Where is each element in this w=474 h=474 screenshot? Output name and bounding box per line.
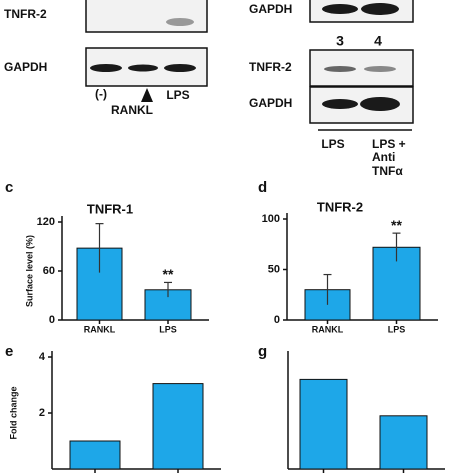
panel-letter: e [5,343,13,360]
band [164,64,196,72]
y-tick-label: 50 [268,263,280,275]
y-tick-label: 0 [274,314,280,326]
band [322,4,358,14]
y-tick-label: 120 [37,216,55,228]
panel-letter: c [5,179,13,196]
y-tick-label: 100 [262,213,280,225]
blot-label: TNFR-2 [4,7,47,21]
bar [299,378,348,470]
blot [85,0,208,33]
lane-label: Anti [372,150,395,164]
x-tick-label: LPS [159,324,177,334]
band [361,3,399,15]
lane-label: LPS + [372,137,406,151]
arrowhead [141,88,153,102]
lane-label: RANKL [111,103,153,117]
lane-number: 3 [336,33,344,49]
chart-title: TNFR-2 [317,199,363,214]
band [128,64,158,72]
blot [309,49,414,87]
panel-letter: d [258,179,267,196]
significance: ** [163,266,174,282]
y-tick-label: 4 [39,351,46,363]
lane-label: (-) [95,87,107,101]
lane-label: LPS [321,137,344,151]
significance: ** [391,217,402,233]
chart-title: TNFR-1 [87,201,133,216]
band [90,64,122,72]
y-tick-label: 2 [39,407,45,419]
y-tick-label: 60 [43,265,55,277]
bar [69,440,121,470]
band [166,18,194,26]
blot-label: GAPDH [4,60,47,74]
panel-letter: g [258,343,267,360]
y-axis-label: Fold change [8,386,18,439]
blot-label: GAPDH [249,96,292,110]
band [364,66,396,72]
x-tick-label: RANKL [312,324,344,334]
y-axis-label: Surface level (%) [24,235,34,307]
blot-label: TNFR-2 [249,60,292,74]
x-tick-label: RANKL [84,324,116,334]
lane-label: LPS [166,88,189,102]
lane-label: TNFα [372,164,403,178]
lane-number: 4 [374,33,382,49]
blot-label: GAPDH [249,2,292,16]
x-tick-label: LPS [388,324,406,334]
bar [379,415,428,470]
y-tick-label: 0 [49,314,55,326]
band [360,97,400,111]
band [324,66,356,72]
bar [152,383,204,470]
band [322,99,358,109]
